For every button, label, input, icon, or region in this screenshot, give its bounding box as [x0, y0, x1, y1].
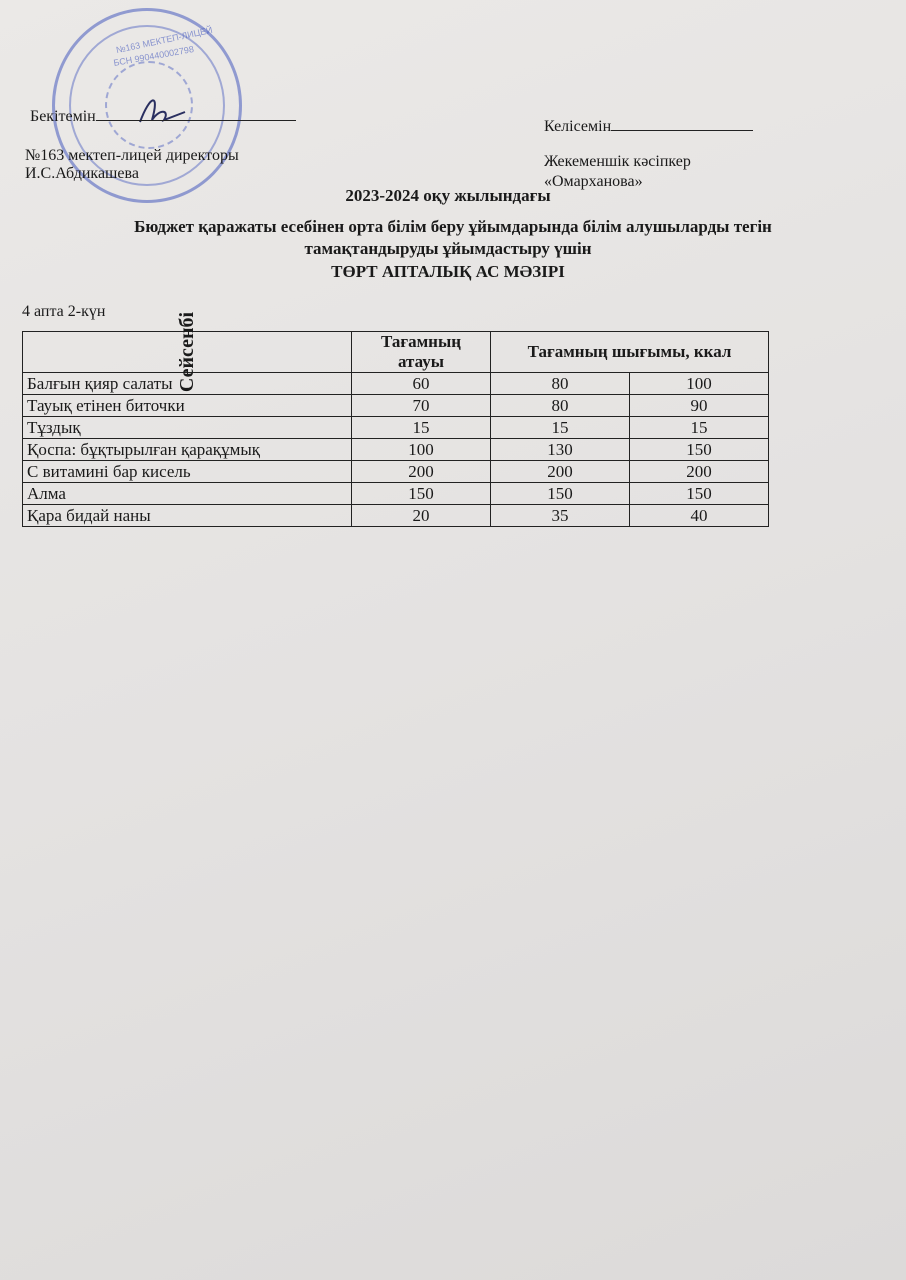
day-label: Сейсенбі: [175, 311, 198, 392]
approve-label: Бекітемін: [30, 108, 96, 125]
yield-value: 80: [490, 394, 630, 417]
agree-position: Жекеменшік кәсіпкер: [544, 153, 691, 170]
yield-value: 35: [490, 504, 630, 527]
dish-name: Қоспа: бұқтырылған қарақұмық: [22, 438, 352, 461]
approve-block: Бекітемін: [30, 108, 296, 126]
heading-line2: Бюджет қаражаты есебінен орта білім беру…: [134, 217, 772, 236]
yield-value: 200: [629, 460, 769, 483]
yield-value: 100: [351, 438, 491, 461]
yield-value: 60: [351, 372, 491, 395]
table-row: Қоспа: бұқтырылған қарақұмық 100 130 150: [22, 438, 769, 461]
yield-value: 100: [629, 372, 769, 395]
yield-value: 15: [351, 416, 491, 439]
approve-name: И.С.Абдикашева: [25, 165, 139, 182]
yield-value: 200: [351, 460, 491, 483]
dish-name: Балғын қияр салаты: [22, 372, 352, 395]
table-row: С витамині бар кисель 200 200 200: [22, 460, 769, 483]
yield-value: 150: [351, 482, 491, 505]
heading-menu-title: ТӨРТ АПТАЛЫҚ АС МӘЗІРІ: [331, 262, 565, 281]
dish-name: Тауық етінен биточки: [22, 394, 352, 417]
dish-name: Қара бидай наны: [22, 504, 352, 527]
yield-value: 130: [490, 438, 630, 461]
table-row: Тауық етінен биточки 70 80 90: [22, 394, 769, 417]
emblem-icon: [105, 61, 193, 149]
yield-value: 70: [351, 394, 491, 417]
day-cell: Сейсенбі: [22, 311, 352, 392]
yield-value: 90: [629, 394, 769, 417]
official-stamp: №163 МЕКТЕП-ЛИЦЕЙ БСН 990440002798: [52, 8, 242, 203]
dish-name: С витамині бар кисель: [22, 460, 352, 483]
col-header-yield: Тағамның шығымы, ккал: [490, 331, 769, 373]
agree-label: Келісемін: [544, 118, 612, 135]
agree-block: Келісемін: [544, 118, 754, 136]
table-row: Қара бидай наны 20 35 40: [22, 504, 769, 527]
yield-value: 150: [629, 482, 769, 505]
dish-name: Тұздық: [22, 416, 352, 439]
agree-name: «Омарханова»: [544, 173, 643, 190]
heading-line3: тамақтандыруды ұйымдастыру үшін: [304, 239, 592, 258]
yield-value: 80: [490, 372, 630, 395]
yield-value: 150: [629, 438, 769, 461]
yield-value: 150: [490, 482, 630, 505]
menu-table: Сейсенбі Тағамның атауы Тағамның шығымы,…: [22, 311, 769, 527]
table-row: Тұздық 15 15 15: [22, 416, 769, 439]
yield-value: 15: [490, 416, 630, 439]
yield-value: 40: [629, 504, 769, 527]
heading-year: 2023-2024 оқу жылындағы: [345, 186, 551, 205]
col-header-name: Тағамның атауы: [351, 331, 491, 373]
table-row: Балғын қияр салаты 60 80 100: [22, 372, 769, 395]
week-day: 4 апта 2-күн: [22, 303, 106, 320]
dish-name: Алма: [22, 482, 352, 505]
yield-value: 200: [490, 460, 630, 483]
table-header-row: Сейсенбі Тағамның атауы Тағамның шығымы,…: [22, 311, 769, 392]
yield-value: 20: [351, 504, 491, 527]
yield-value: 15: [629, 416, 769, 439]
table-row: Алма 150 150 150: [22, 482, 769, 505]
approve-position: №163 мектеп-лицей директоры: [25, 147, 239, 164]
